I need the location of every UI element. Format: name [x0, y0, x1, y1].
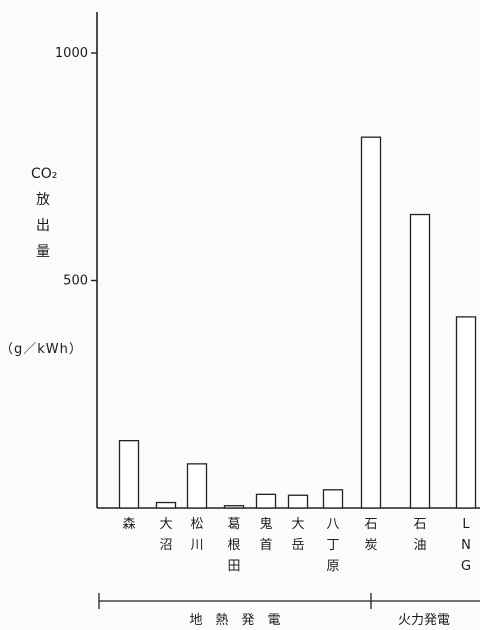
y-tick-label-500: 500 [63, 274, 88, 289]
group-label-geothermal: 地 熱 発 電 [189, 613, 280, 628]
category-label-葛根田: 葛根田 [227, 517, 240, 574]
category-label-八丁原: 八丁原 [326, 517, 339, 574]
y-axis-label-co2: CO₂ [31, 166, 58, 182]
bar-松川 [186, 463, 208, 509]
bar-鬼首 [255, 493, 277, 509]
bar-八丁原 [322, 489, 344, 509]
group-label-thermal: 火力発電 [398, 613, 450, 628]
category-label-大岳: 大岳 [291, 517, 304, 553]
category-label-森: 森 [122, 517, 135, 532]
category-label-大沼: 大沼 [159, 517, 172, 553]
category-label-石炭: 石炭 [364, 517, 377, 553]
bar-大沼 [155, 501, 177, 509]
bar-石炭 [360, 136, 382, 509]
bar-LNG [455, 316, 477, 509]
category-label-松川: 松川 [190, 517, 203, 553]
y-axis-label-char-3: 出 [36, 218, 50, 234]
category-label-石油: 石油 [413, 517, 426, 553]
y-axis-label-char-2: 放 [36, 192, 50, 208]
y-axis-unit: （g／kWh） [0, 342, 83, 357]
bar-石油 [409, 213, 431, 509]
y-axis-label-char-4: 量 [36, 244, 50, 260]
bar-大岳 [287, 494, 309, 509]
y-tick-label-1000: 1000 [55, 46, 88, 61]
bar-森 [118, 440, 140, 509]
bar-葛根田 [223, 505, 245, 509]
category-label-鬼首: 鬼首 [259, 516, 272, 553]
